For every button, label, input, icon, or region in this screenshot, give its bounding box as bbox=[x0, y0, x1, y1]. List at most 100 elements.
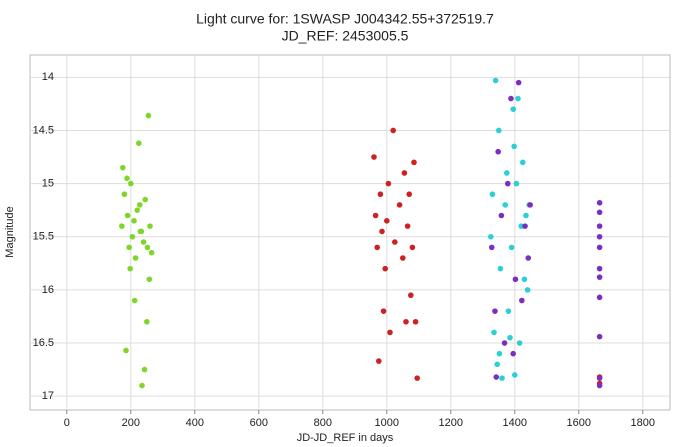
data-point bbox=[496, 127, 502, 134]
data-point bbox=[525, 255, 532, 261]
data-point bbox=[520, 159, 526, 166]
data-point bbox=[512, 276, 519, 283]
data-point bbox=[513, 180, 520, 187]
data-point bbox=[504, 180, 511, 187]
data-point bbox=[511, 143, 517, 150]
data-point bbox=[596, 375, 603, 381]
data-point bbox=[488, 233, 494, 240]
data-point bbox=[136, 140, 142, 147]
data-point bbox=[131, 218, 137, 224]
data-point bbox=[596, 209, 603, 216]
data-point bbox=[504, 170, 510, 176]
data-point bbox=[492, 308, 498, 314]
y-axis-label: Magnitude bbox=[4, 206, 16, 257]
data-point bbox=[596, 333, 603, 340]
data-point bbox=[390, 127, 397, 134]
data-point bbox=[596, 294, 603, 301]
data-point bbox=[129, 233, 136, 240]
data-point bbox=[141, 366, 148, 373]
data-point bbox=[524, 287, 531, 293]
data-point bbox=[412, 318, 419, 325]
x-tick-label: 1800 bbox=[631, 417, 655, 429]
x-tick-label: 800 bbox=[314, 417, 332, 429]
data-point bbox=[411, 159, 417, 166]
data-point bbox=[527, 202, 533, 208]
data-point bbox=[489, 191, 496, 198]
data-point bbox=[493, 374, 500, 380]
data-point bbox=[508, 95, 514, 102]
data-point bbox=[518, 223, 524, 229]
x-tick-label: 600 bbox=[250, 417, 268, 429]
y-tick-label: 15 bbox=[42, 178, 54, 190]
y-tick-label: 17 bbox=[42, 390, 54, 402]
data-point bbox=[374, 244, 381, 251]
data-point bbox=[134, 207, 140, 213]
data-point bbox=[596, 223, 603, 229]
data-point bbox=[488, 244, 495, 251]
data-point bbox=[403, 318, 409, 325]
data-point bbox=[142, 196, 148, 203]
data-point bbox=[376, 358, 382, 364]
data-point bbox=[123, 347, 129, 354]
x-tick-label: 200 bbox=[122, 417, 140, 429]
data-point bbox=[515, 79, 522, 86]
data-point bbox=[371, 154, 377, 160]
x-tick-label: 1400 bbox=[503, 417, 527, 429]
data-point bbox=[515, 95, 521, 102]
data-point bbox=[128, 180, 134, 187]
data-point bbox=[505, 308, 512, 314]
data-point bbox=[132, 255, 139, 261]
data-point bbox=[406, 191, 413, 198]
data-point bbox=[502, 202, 509, 208]
data-point bbox=[121, 191, 128, 198]
x-tick-label: 0 bbox=[64, 417, 70, 429]
data-point bbox=[380, 308, 387, 314]
y-tick-label: 16.5 bbox=[33, 337, 54, 349]
data-point bbox=[496, 350, 503, 357]
data-point bbox=[400, 255, 406, 261]
data-point bbox=[139, 382, 145, 389]
data-point bbox=[144, 244, 151, 251]
data-point bbox=[596, 233, 603, 240]
data-point bbox=[379, 228, 385, 235]
data-point bbox=[140, 239, 147, 245]
data-point bbox=[510, 350, 516, 357]
data-point bbox=[596, 274, 603, 280]
data-point bbox=[491, 329, 497, 336]
y-tick-label: 14 bbox=[42, 71, 54, 83]
data-point bbox=[499, 375, 505, 381]
x-tick-label: 400 bbox=[186, 417, 204, 429]
data-point bbox=[508, 244, 515, 251]
data-point bbox=[136, 202, 143, 208]
data-point bbox=[519, 297, 525, 304]
data-point bbox=[497, 265, 504, 272]
data-point bbox=[124, 175, 130, 182]
data-point bbox=[409, 244, 416, 251]
y-tick-label: 14.5 bbox=[33, 124, 54, 136]
data-point bbox=[387, 329, 393, 336]
data-point bbox=[404, 223, 411, 229]
data-point bbox=[372, 212, 379, 219]
data-point bbox=[408, 292, 414, 299]
data-point bbox=[120, 164, 126, 171]
data-point bbox=[498, 212, 505, 219]
data-point bbox=[501, 340, 508, 346]
data-point bbox=[145, 112, 152, 119]
data-point bbox=[596, 244, 603, 251]
data-point bbox=[494, 361, 501, 368]
data-point bbox=[144, 318, 150, 325]
data-point bbox=[124, 212, 131, 219]
data-point bbox=[377, 191, 384, 198]
data-point bbox=[495, 148, 501, 155]
data-point bbox=[147, 223, 153, 229]
x-tick-label: 1200 bbox=[439, 417, 463, 429]
chart-subtitle: JD_REF: 2453005.5 bbox=[282, 28, 409, 44]
x-axis-label: JD-JD_REF in days bbox=[297, 432, 394, 444]
data-point bbox=[401, 170, 408, 176]
data-point bbox=[148, 249, 155, 256]
data-point bbox=[516, 340, 523, 346]
data-point bbox=[523, 212, 529, 219]
chart-title: Light curve for: 1SWASP J004342.55+37251… bbox=[196, 11, 494, 27]
